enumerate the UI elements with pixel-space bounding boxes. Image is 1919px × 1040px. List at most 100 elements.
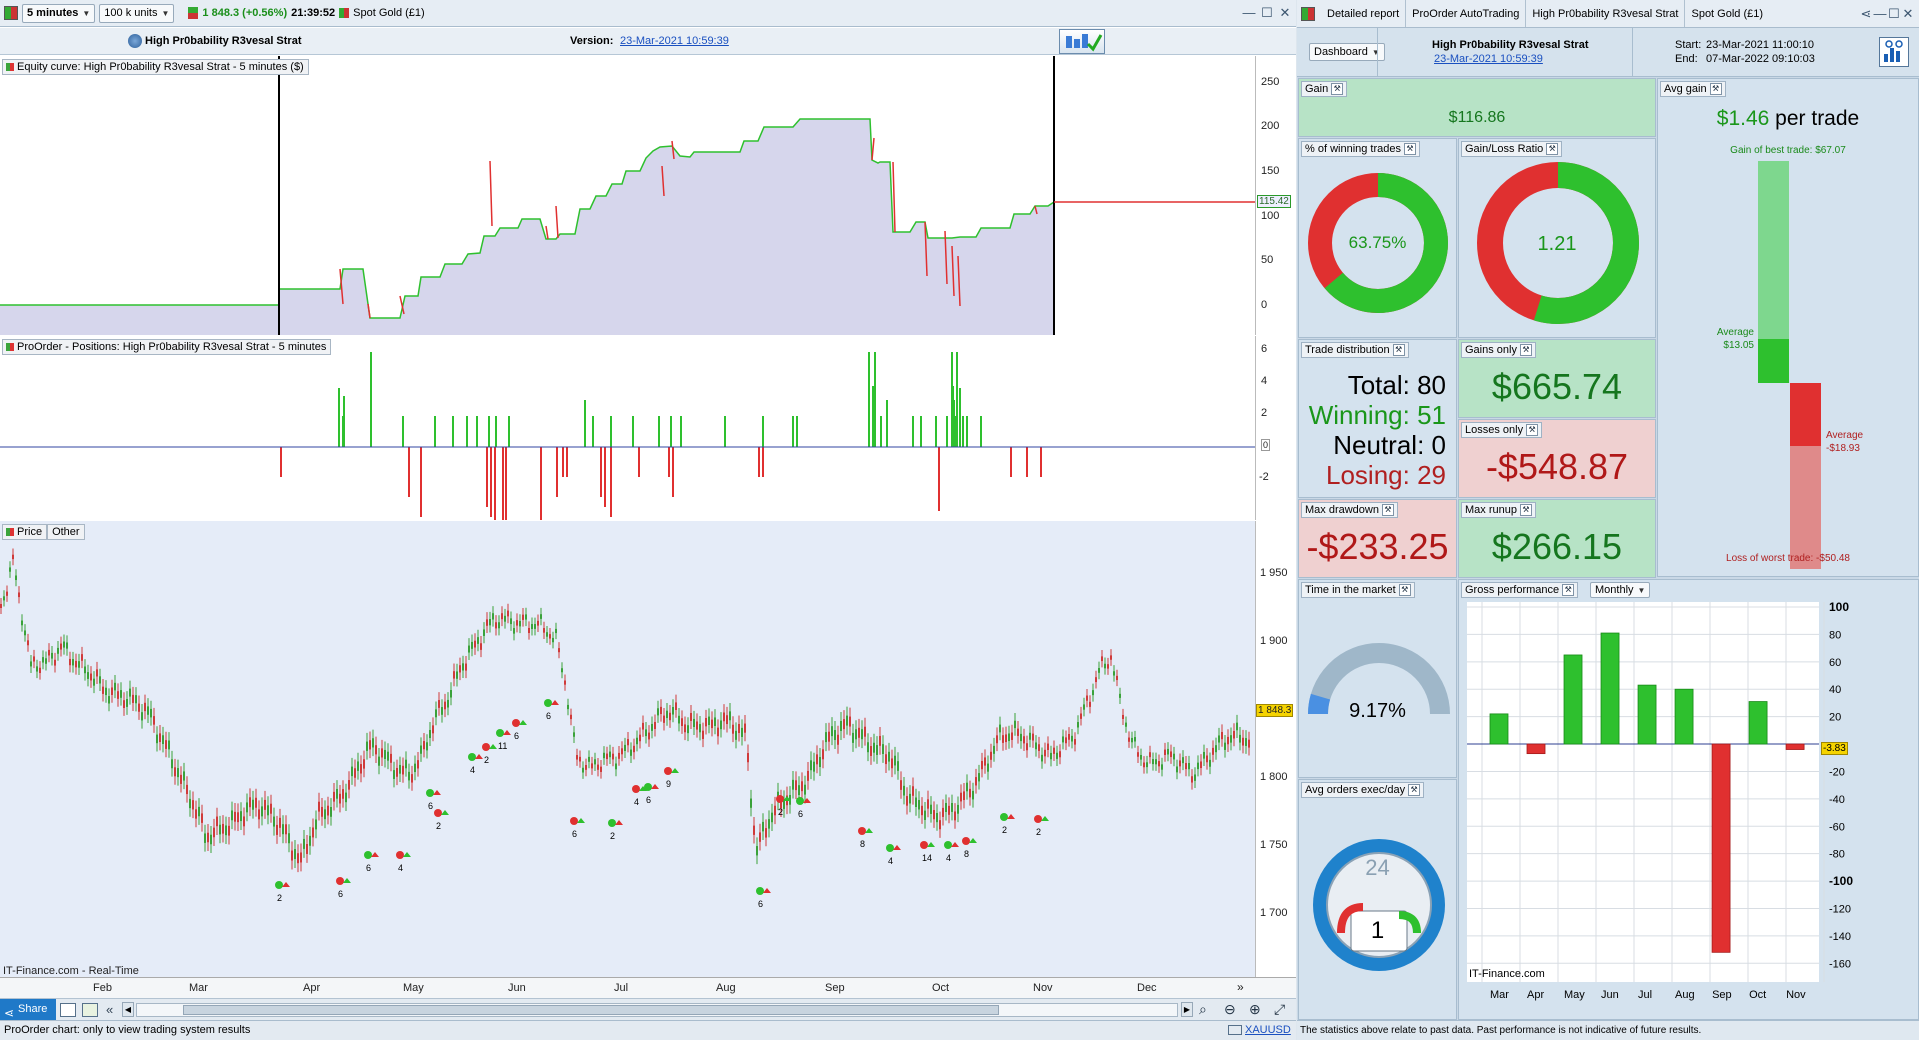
dashboard-dropdown[interactable]: Dashboard ▼ bbox=[1309, 43, 1385, 61]
trade-marker[interactable] bbox=[512, 719, 520, 727]
wrench-icon[interactable]: ⚒ bbox=[1331, 83, 1344, 95]
trade-marker[interactable] bbox=[920, 841, 928, 849]
trade-marker[interactable] bbox=[632, 785, 640, 793]
candle-body bbox=[1239, 734, 1241, 743]
gross-bar[interactable] bbox=[1489, 713, 1509, 745]
minimize-icon[interactable]: — bbox=[1242, 5, 1256, 20]
wrench-icon[interactable]: ⚒ bbox=[1392, 344, 1405, 356]
expand-icon[interactable]: ⤢ bbox=[1274, 1001, 1286, 1017]
gross-bar[interactable] bbox=[1637, 684, 1657, 745]
trade-marker[interactable] bbox=[396, 851, 404, 859]
avg-gain-value: $1.46 bbox=[1716, 107, 1770, 130]
trade-marker[interactable] bbox=[496, 729, 504, 737]
candle-body bbox=[1134, 737, 1136, 742]
long-position-bar bbox=[610, 416, 612, 447]
tab-detailed-report[interactable]: Detailed report bbox=[1321, 0, 1407, 27]
gross-bar[interactable] bbox=[1563, 654, 1583, 745]
units-dropdown[interactable]: 100 k units ▼ bbox=[99, 3, 175, 23]
wrench-icon[interactable]: ⚒ bbox=[1408, 784, 1421, 796]
gross-bar[interactable] bbox=[1526, 743, 1546, 755]
maximize-icon[interactable]: ☐ bbox=[1261, 5, 1273, 20]
wrench-icon[interactable]: ⚒ bbox=[1404, 143, 1416, 155]
gross-period-dropdown[interactable]: Monthly ▼ bbox=[1590, 582, 1651, 598]
candle-body bbox=[1089, 701, 1091, 707]
screenshot-icon[interactable] bbox=[60, 1003, 76, 1017]
timeframe-dropdown[interactable]: 5 minutes ▼ bbox=[22, 3, 96, 23]
close-icon[interactable]: ✕ bbox=[1279, 5, 1291, 20]
trade-marker[interactable] bbox=[944, 841, 952, 849]
trade-marker[interactable] bbox=[756, 887, 764, 895]
trade-marker[interactable] bbox=[608, 819, 616, 827]
losing-trades: Losing: 29 bbox=[1326, 460, 1446, 490]
candle-body bbox=[813, 761, 815, 772]
candle-body bbox=[0, 604, 2, 608]
trade-marker[interactable] bbox=[776, 795, 784, 803]
trade-marker[interactable] bbox=[644, 783, 652, 791]
scroll-left-icon[interactable]: ◀ bbox=[122, 1002, 134, 1017]
horizontal-scrollbar[interactable] bbox=[136, 1003, 1178, 1017]
export-report-icon[interactable] bbox=[1879, 37, 1909, 67]
minimize-icon[interactable]: — bbox=[1873, 5, 1887, 21]
equity-curve-chart[interactable] bbox=[0, 56, 1255, 335]
gross-bar[interactable] bbox=[1785, 743, 1805, 750]
wrench-icon[interactable]: ⚒ bbox=[1546, 143, 1559, 155]
other-label[interactable]: Other bbox=[47, 524, 85, 540]
zoom-in-icon[interactable]: ⊕ bbox=[1249, 1001, 1261, 1017]
trade-marker[interactable] bbox=[886, 844, 894, 852]
price-label[interactable]: Price bbox=[2, 524, 48, 540]
gross-y-tick: 40 bbox=[1829, 684, 1841, 696]
candle-body bbox=[1245, 738, 1247, 746]
trade-count: 4 bbox=[946, 853, 951, 863]
backtest-report-icon[interactable] bbox=[1059, 29, 1105, 54]
trade-marker[interactable] bbox=[364, 851, 372, 859]
trade-marker[interactable] bbox=[544, 699, 552, 707]
scroll-forward-icon[interactable]: » bbox=[1237, 980, 1244, 994]
gross-performance-chart[interactable]: Mar Apr May Jun Jul Aug Sep Oct Nov 100 80 60 40 20 -… bbox=[1467, 602, 1879, 1002]
report-strategy-date[interactable]: 23-Mar-2021 10:59:39 bbox=[1434, 53, 1543, 65]
wrench-icon[interactable]: ⚒ bbox=[1526, 424, 1539, 436]
trade-marker[interactable] bbox=[275, 881, 283, 889]
trade-marker[interactable] bbox=[796, 797, 804, 805]
trade-marker[interactable] bbox=[570, 817, 578, 825]
zoom-fit-icon[interactable]: ⌕ bbox=[1199, 1001, 1207, 1017]
wrench-icon[interactable]: ⚒ bbox=[1398, 584, 1411, 596]
share-window-icon[interactable]: ⋖ bbox=[1860, 5, 1872, 21]
candle-body bbox=[630, 749, 632, 756]
zoom-out-icon[interactable]: ⊖ bbox=[1224, 1001, 1236, 1017]
trade-marker[interactable] bbox=[962, 837, 970, 845]
trade-marker[interactable] bbox=[858, 827, 866, 835]
share-button[interactable]: ⋖ Share bbox=[0, 999, 56, 1021]
trade-marker[interactable] bbox=[482, 743, 490, 751]
gross-bar[interactable] bbox=[1600, 632, 1620, 745]
positions-chart[interactable] bbox=[0, 336, 1255, 520]
version-date-link[interactable]: 23-Mar-2021 10:59:39 bbox=[620, 35, 729, 47]
gross-bar[interactable] bbox=[1711, 743, 1731, 953]
gross-bar[interactable] bbox=[1674, 688, 1694, 745]
trade-marker[interactable] bbox=[664, 767, 672, 775]
scroll-right-icon[interactable]: ▶ bbox=[1181, 1002, 1193, 1017]
candle-body bbox=[1182, 757, 1184, 764]
wrench-icon[interactable]: ⚒ bbox=[1519, 344, 1532, 356]
tab-strategy[interactable]: High Pr0bability R3vesal Strat bbox=[1526, 0, 1686, 27]
wrench-icon[interactable]: ⚒ bbox=[1562, 584, 1575, 596]
drawing-tools-icon[interactable] bbox=[82, 1003, 98, 1017]
trade-marker[interactable] bbox=[336, 877, 344, 885]
trade-marker[interactable] bbox=[1000, 813, 1008, 821]
tab-instrument[interactable]: Spot Gold (£1) bbox=[1691, 7, 1764, 20]
maximize-icon[interactable]: ☐ bbox=[1888, 5, 1900, 21]
wrench-icon[interactable]: ⚒ bbox=[1381, 504, 1394, 516]
trade-marker[interactable] bbox=[434, 809, 442, 817]
trade-marker[interactable] bbox=[468, 753, 476, 761]
candle-body bbox=[603, 752, 605, 759]
trade-marker[interactable] bbox=[426, 789, 434, 797]
tab-proorder-autotrading[interactable]: ProOrder AutoTrading bbox=[1406, 0, 1527, 27]
symbol-link[interactable]: XAUUSD bbox=[1228, 1021, 1291, 1040]
scrollbar-thumb[interactable] bbox=[183, 1005, 999, 1015]
wrench-icon[interactable]: ⚒ bbox=[1519, 504, 1532, 516]
trade-marker[interactable] bbox=[1034, 815, 1042, 823]
scroll-start-icon[interactable]: « bbox=[106, 1002, 114, 1017]
wrench-icon[interactable]: ⚒ bbox=[1709, 83, 1722, 95]
close-icon[interactable]: ✕ bbox=[1902, 5, 1914, 21]
gross-bar[interactable] bbox=[1748, 701, 1768, 745]
